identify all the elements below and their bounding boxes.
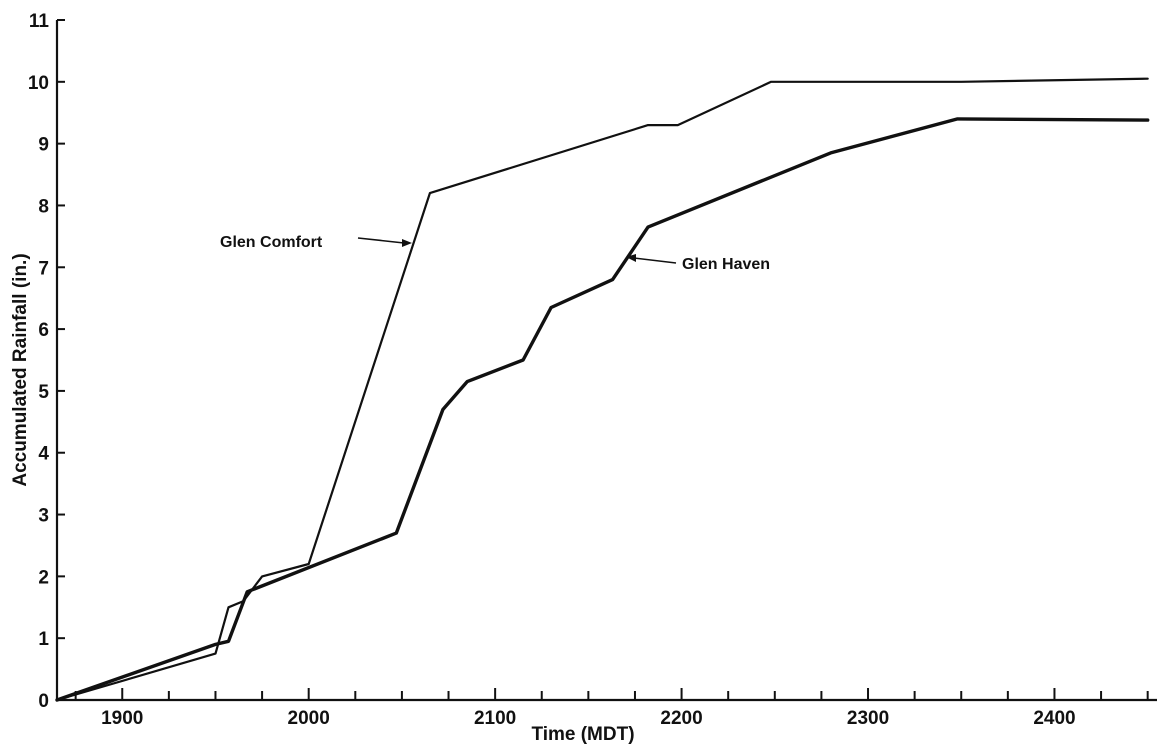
y-tick-label: 6 bbox=[38, 320, 49, 341]
annotation-glen-comfort: Glen Comfort bbox=[220, 234, 323, 251]
x-tick-label: 2200 bbox=[660, 708, 702, 729]
glen-comfort-line bbox=[55, 77, 1149, 702]
y-axis-title: Accumulated Rainfall (in.) bbox=[10, 253, 31, 486]
arrowhead-icon bbox=[626, 254, 636, 262]
y-tick-label: 0 bbox=[38, 691, 49, 712]
ticks: 0 1 2 3 4 5 6 7 8 9 10 11 1900 2000 2100 2200 2300 2400 bbox=[28, 11, 1149, 729]
x-tick-label: 2400 bbox=[1033, 708, 1075, 729]
y-tick-label: 5 bbox=[38, 382, 49, 403]
y-tick-label: 8 bbox=[38, 196, 49, 217]
annotation-leader-glen-haven bbox=[633, 257, 677, 264]
axes bbox=[55, 20, 1157, 702]
arrowhead-icon bbox=[402, 239, 412, 247]
y-tick-label: 1 bbox=[38, 629, 49, 650]
annotations: Glen Comfort Glen Haven bbox=[220, 234, 770, 273]
series-lines bbox=[55, 77, 1150, 702]
y-tick-label: 7 bbox=[38, 258, 49, 279]
annotation-glen-haven: Glen Haven bbox=[682, 256, 770, 273]
x-tick-label: 2000 bbox=[288, 708, 330, 729]
x-tick-label: 2100 bbox=[474, 708, 516, 729]
x-axis-title: Time (MDT) bbox=[531, 724, 634, 745]
y-tick-label: 2 bbox=[38, 567, 49, 588]
y-tick-label: 9 bbox=[38, 135, 49, 156]
y-tick-label: 11 bbox=[29, 11, 50, 32]
y-tick-label: 4 bbox=[38, 444, 49, 465]
y-tick-label: 10 bbox=[28, 73, 49, 94]
y-tick-label: 3 bbox=[38, 506, 49, 527]
x-tick-label: 2300 bbox=[847, 708, 889, 729]
glen-haven-line bbox=[55, 117, 1150, 702]
x-tick-label: 1900 bbox=[101, 708, 143, 729]
annotation-leader-glen-comfort bbox=[357, 237, 405, 244]
